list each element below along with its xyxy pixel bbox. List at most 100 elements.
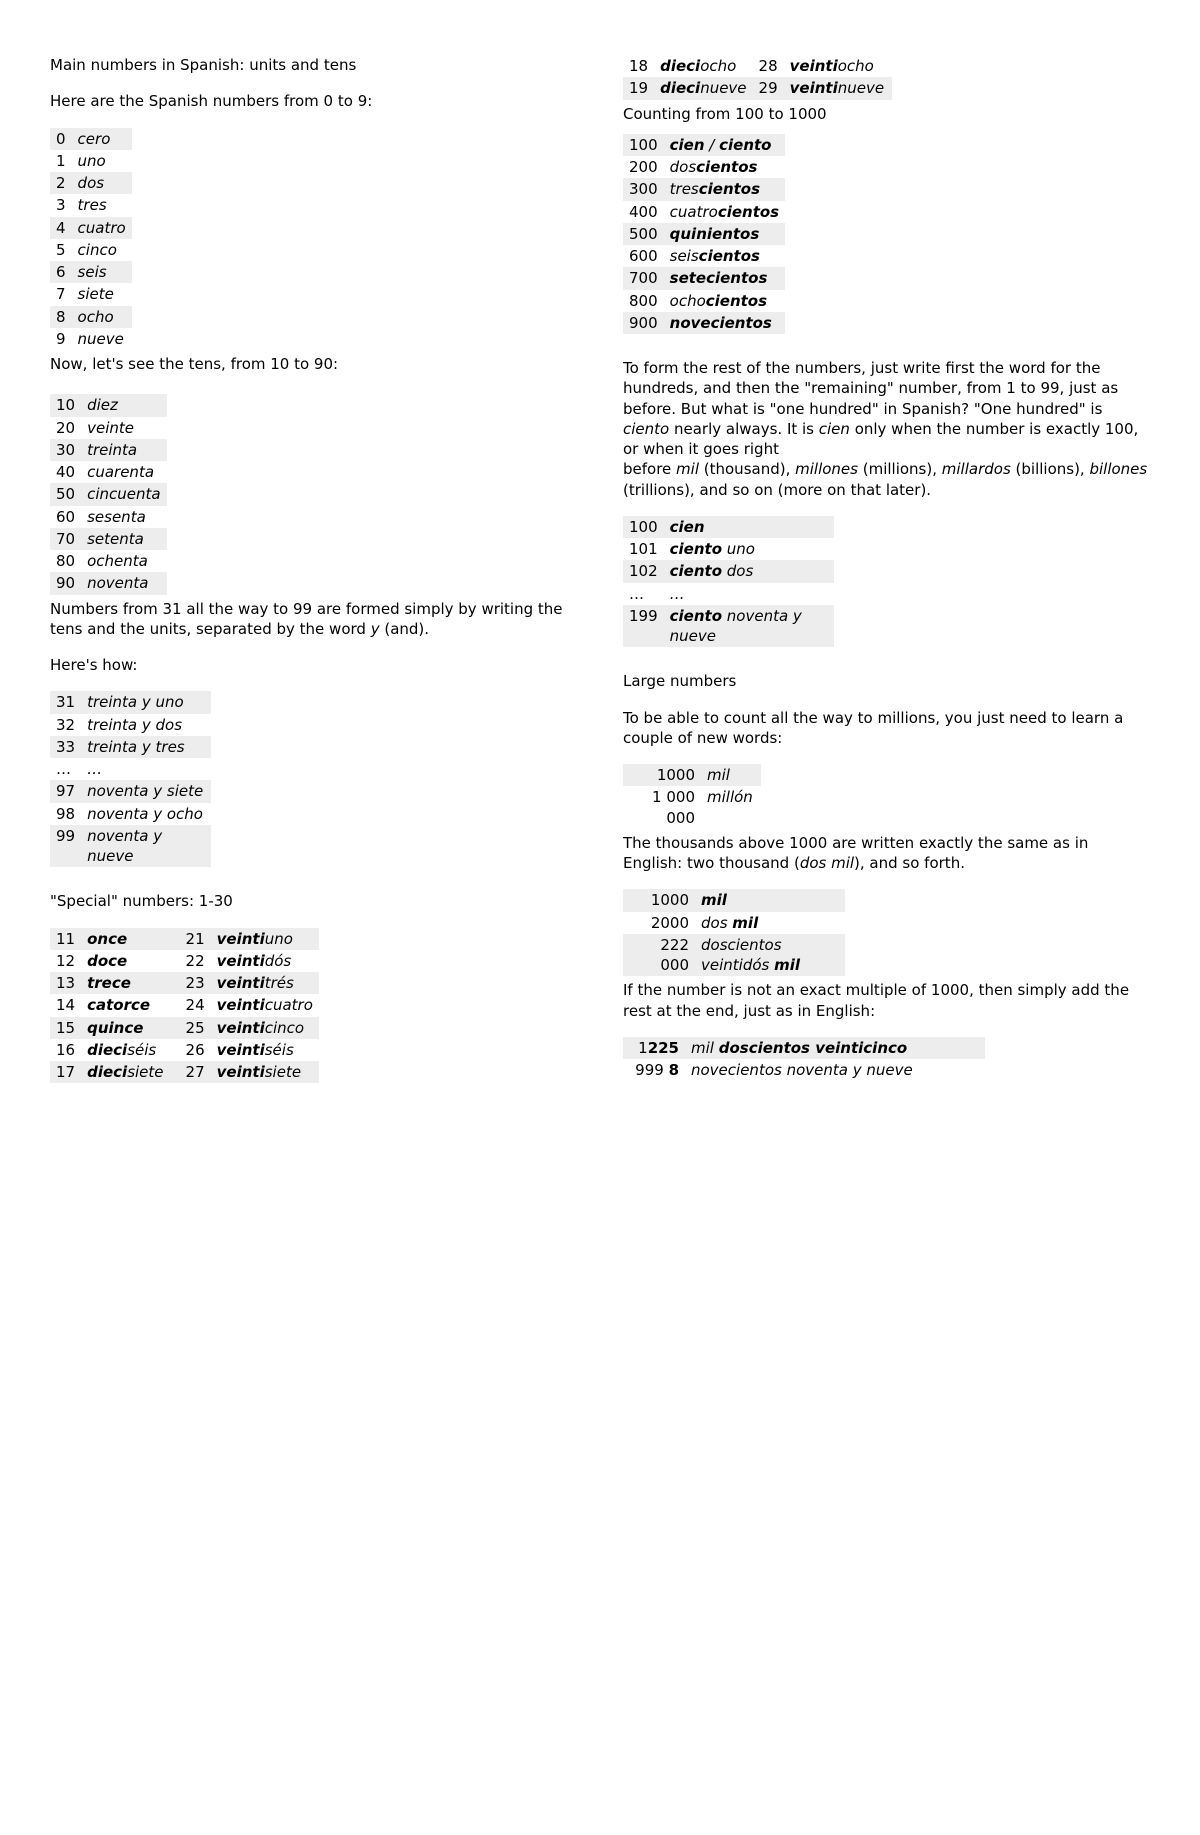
table-cell-number: 900 bbox=[623, 312, 664, 334]
table-cell-number: 199 bbox=[623, 605, 664, 648]
table-cell-number: 11 bbox=[50, 928, 81, 950]
table-cell-number: 102 bbox=[623, 560, 664, 582]
table-cell-number: 1000 bbox=[623, 889, 695, 911]
table-cell-number: 33 bbox=[50, 736, 81, 758]
table-cell-word: veinticuatro bbox=[211, 994, 319, 1016]
table-cell-word: quince bbox=[81, 1017, 179, 1039]
table-cell-word: nueve bbox=[72, 328, 132, 350]
table-cell-word: ochenta bbox=[81, 550, 166, 572]
table-cell-word: seis bbox=[72, 261, 132, 283]
table-cell-word: veintiocho bbox=[784, 55, 892, 77]
table-cell-word: setenta bbox=[81, 528, 166, 550]
table-cell-number: 23 bbox=[180, 972, 211, 994]
table-cell-number: 1225 bbox=[623, 1037, 685, 1059]
table-cell-number: 800 bbox=[623, 290, 664, 312]
table-cell-number: 0 bbox=[50, 128, 72, 150]
table-cell-word: treinta y dos bbox=[81, 714, 211, 736]
table-cell-word: once bbox=[81, 928, 179, 950]
table-cell-number: 60 bbox=[50, 506, 81, 528]
table-cell-word: quinientos bbox=[664, 223, 785, 245]
table-cell-word: mil bbox=[701, 764, 761, 786]
intro-units: Here are the Spanish numbers from 0 to 9… bbox=[50, 91, 577, 111]
table-cell-word: dieciséis bbox=[81, 1039, 179, 1061]
large-words-table: 1000mil1 000 000millón bbox=[623, 764, 761, 829]
table-cell-word: veintitrés bbox=[211, 972, 319, 994]
table-cell-word: veintisiete bbox=[211, 1061, 319, 1083]
table-cell-number: 50 bbox=[50, 483, 81, 505]
table-cell-word: veintidós bbox=[211, 950, 319, 972]
table-cell-word: … bbox=[664, 583, 834, 605]
table-cell-word: seiscientos bbox=[664, 245, 785, 267]
intro-tens: Now, let's see the tens, from 10 to 90: bbox=[50, 354, 577, 374]
table-cell-word: ochocientos bbox=[664, 290, 785, 312]
table-cell-word: dos mil bbox=[695, 912, 845, 934]
large-heading: Large numbers bbox=[623, 671, 1150, 691]
table-cell-number: 70 bbox=[50, 528, 81, 550]
table-cell-number: 97 bbox=[50, 780, 81, 802]
table-cell-number: 400 bbox=[623, 201, 664, 223]
table-cell-number: 90 bbox=[50, 572, 81, 594]
table-cell-number: 16 bbox=[50, 1039, 81, 1061]
table-cell-number: 1 000 000 bbox=[623, 786, 701, 829]
table-cell-word: cincuenta bbox=[81, 483, 166, 505]
thousands-table: 1000mil2000dos mil222 000doscientos vein… bbox=[623, 889, 845, 976]
table-cell-word: sesenta bbox=[81, 506, 166, 528]
table-cell-word: setecientos bbox=[664, 267, 785, 289]
table-cell-number: 19 bbox=[623, 77, 654, 99]
table-cell-number: 80 bbox=[50, 550, 81, 572]
table-cell-word: catorce bbox=[81, 994, 179, 1016]
table-cell-number: 40 bbox=[50, 461, 81, 483]
table-cell-number: 12 bbox=[50, 950, 81, 972]
table-cell-word: diez bbox=[81, 394, 166, 416]
table-cell-word: veintinueve bbox=[784, 77, 892, 99]
table-cell-number: 4 bbox=[50, 217, 72, 239]
table-cell-number: 14 bbox=[50, 994, 81, 1016]
table-cell-word: noventa bbox=[81, 572, 166, 594]
page-title: Main numbers in Spanish: units and tens bbox=[50, 55, 577, 75]
table-cell-word: treinta y tres bbox=[81, 736, 211, 758]
examples-table: 1225mil doscientos veinticinco999 8novec… bbox=[623, 1037, 985, 1082]
table-cell-word: siete bbox=[72, 283, 132, 305]
table-cell-number: 7 bbox=[50, 283, 72, 305]
table-cell-word: veintiséis bbox=[211, 1039, 319, 1061]
units-table: 0cero1uno2dos3tres4cuatro5cinco6seis7sie… bbox=[50, 128, 132, 351]
table-cell-number: 22 bbox=[180, 950, 211, 972]
table-cell-word: doce bbox=[81, 950, 179, 972]
table-cell-word: dos bbox=[72, 172, 132, 194]
table-cell-word: trescientos bbox=[664, 178, 785, 200]
hundreds-paragraph: To form the rest of the numbers, just wr… bbox=[623, 358, 1150, 500]
table-cell-word: ciento noventa y nueve bbox=[664, 605, 834, 648]
table-cell-word: doscientos veintidós mil bbox=[695, 934, 845, 977]
table-cell-number: 21 bbox=[180, 928, 211, 950]
table-cell-word: cien bbox=[664, 516, 834, 538]
table-cell-word: treinta bbox=[81, 439, 166, 461]
table-cell-number: 700 bbox=[623, 267, 664, 289]
table-cell-word: treinta y uno bbox=[81, 691, 211, 713]
table-cell-number: 98 bbox=[50, 803, 81, 825]
table-cell-word: trece bbox=[81, 972, 179, 994]
table-cell-number: … bbox=[50, 758, 81, 780]
table-cell-number: 24 bbox=[180, 994, 211, 1016]
table-cell-word: uno bbox=[72, 150, 132, 172]
table-cell-number: 30 bbox=[50, 439, 81, 461]
table-cell-word: cien / ciento bbox=[664, 134, 785, 156]
table-cell-number: 600 bbox=[623, 245, 664, 267]
table-cell-word: doscientos bbox=[664, 156, 785, 178]
table-cell-number: 6 bbox=[50, 261, 72, 283]
table-cell-number: 2000 bbox=[623, 912, 695, 934]
table-cell-word: veinticinco bbox=[211, 1017, 319, 1039]
table-cell-number: 18 bbox=[623, 55, 654, 77]
large-intro: To be able to count all the way to milli… bbox=[623, 708, 1150, 749]
table-cell-number: 100 bbox=[623, 516, 664, 538]
table-cell-number: 2 bbox=[50, 172, 72, 194]
table-cell-word: ciento uno bbox=[664, 538, 834, 560]
hundreds-heading: Counting from 100 to 1000 bbox=[623, 104, 1150, 124]
table-cell-number: 13 bbox=[50, 972, 81, 994]
table-cell-word: ocho bbox=[72, 306, 132, 328]
table-cell-number: 17 bbox=[50, 1061, 81, 1083]
table-cell-number: 999 8 bbox=[623, 1059, 685, 1081]
table-cell-number: 200 bbox=[623, 156, 664, 178]
table-cell-number: 5 bbox=[50, 239, 72, 261]
table-cell-number: 1000 bbox=[623, 764, 701, 786]
table-cell-number: 500 bbox=[623, 223, 664, 245]
